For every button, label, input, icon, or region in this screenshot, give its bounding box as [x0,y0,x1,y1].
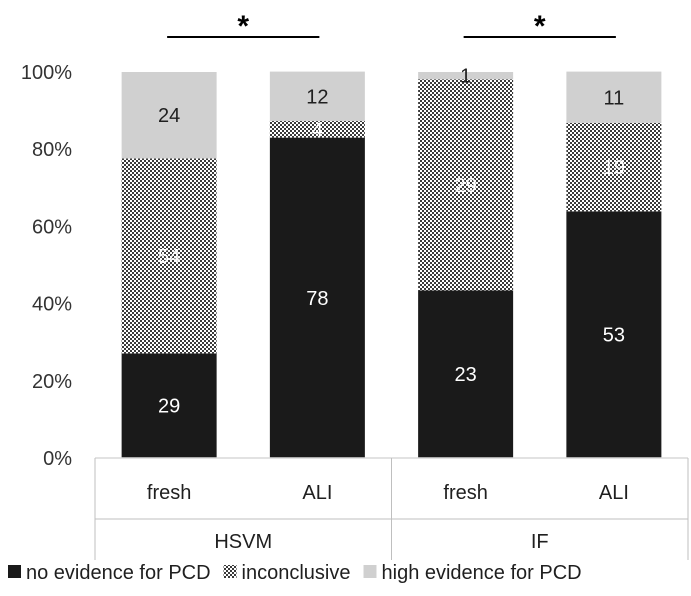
significance-marker: * [237,10,249,43]
data-labels-layer: 29 54 24 78 4 12 23 29 1 53 19 11 [158,66,625,418]
data-label: 12 [306,86,328,108]
bar-segment [121,72,217,159]
significance-layer: * * [167,10,616,43]
data-label: 54 [158,246,180,268]
legend: no evidence for PCD inconclusive high evid… [8,562,582,584]
legend-label: no evidence for PCD [26,562,211,584]
data-label: 29 [158,396,180,418]
bar-segment [566,71,662,123]
legend-label: inconclusive [242,562,351,584]
axis-layer: 0% 20% 40% 60% 80% 100% fresh ALI fresh ALI HSVM IF [21,62,689,560]
y-tick-label: 80% [32,139,72,161]
data-label: 19 [603,157,625,179]
x-tick-label: ALI [302,482,332,504]
bar-segment [269,137,365,458]
bar-segment [418,79,514,291]
legend-swatch [8,565,21,578]
legend-label: high evidence for PCD [382,562,582,584]
legend-swatch [223,565,237,578]
bar-segment [269,121,365,138]
data-label: 11 [603,87,624,109]
legend-swatch [363,565,377,578]
data-label: 4 [312,119,323,141]
data-label: 23 [455,364,477,386]
data-label: 1 [460,66,471,88]
y-tick-label: 0% [43,448,72,470]
y-tick-label: 20% [32,371,72,393]
data-label: 53 [603,325,625,347]
group-label: HSVM [214,531,272,553]
x-tick-label: ALI [599,482,629,504]
group-label: IF [531,531,549,553]
bar-segment [121,158,217,354]
bars-layer [121,71,662,458]
y-tick-label: 40% [32,294,72,316]
x-tick-label: fresh [443,482,487,504]
y-tick-label: 60% [32,216,72,238]
bar-segment [418,72,514,80]
significance-marker: * [534,10,546,43]
bar-segment [566,122,662,212]
bar-segment [566,211,662,458]
data-label: 78 [306,288,328,310]
bar-segment [121,353,217,458]
data-label: 24 [158,105,180,127]
y-tick-label: 100% [21,62,72,84]
bar-segment [269,71,365,122]
data-label: 29 [455,175,477,197]
bar-segment [418,290,514,458]
x-tick-label: fresh [147,482,191,504]
